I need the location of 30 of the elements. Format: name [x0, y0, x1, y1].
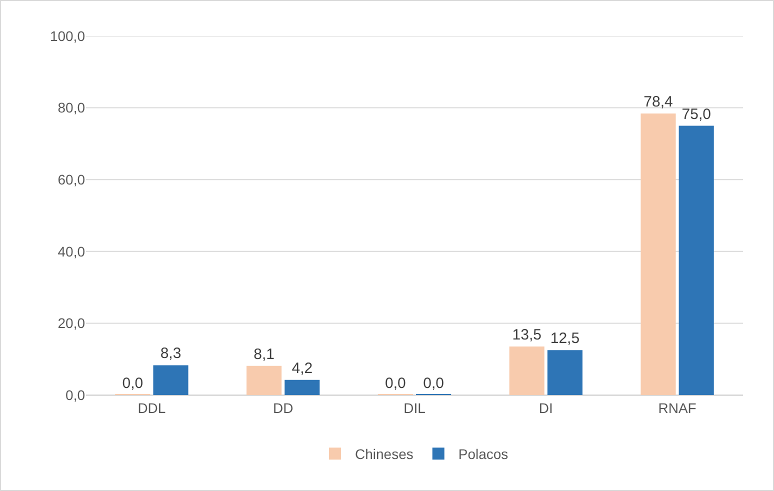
data-label: 75,0 — [682, 106, 711, 123]
x-tick-label: DIL — [404, 400, 426, 416]
x-tick-label: RNAF — [658, 400, 696, 416]
data-label: 0,0 — [423, 375, 444, 392]
x-tick-label: DI — [538, 400, 553, 416]
data-label: 8,1 — [254, 346, 274, 363]
y-tick-label: 100,0 — [50, 28, 86, 44]
y-tick-label: 80,0 — [58, 100, 86, 116]
y-tick-label: 40,0 — [58, 243, 86, 260]
x-tick-label: DD — [272, 400, 294, 416]
data-label: 8,3 — [160, 345, 182, 362]
y-tick-label: 0,0 — [66, 386, 86, 403]
bar — [246, 366, 282, 395]
y-tick-label: 20,0 — [58, 315, 86, 332]
data-label: 0,0 — [385, 375, 406, 392]
bar — [547, 350, 582, 395]
data-label: 78,4 — [644, 94, 673, 111]
bar — [284, 380, 320, 395]
data-label: 13,5 — [512, 326, 542, 344]
bar — [509, 346, 544, 395]
bar — [153, 365, 188, 395]
legend-label: Chineses — [355, 446, 414, 462]
data-label: 0,0 — [122, 375, 144, 392]
x-tick-label: DDL — [138, 400, 166, 416]
bar — [678, 126, 714, 395]
data-label: 12,5 — [550, 330, 580, 348]
y-tick-label: 60,0 — [58, 172, 86, 188]
data-label: 4,2 — [292, 360, 313, 377]
legend-label: Polacos — [458, 446, 508, 462]
bar — [640, 114, 676, 395]
